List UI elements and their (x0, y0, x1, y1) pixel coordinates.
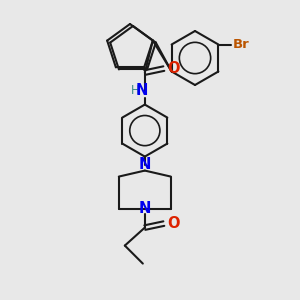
Text: N: N (139, 157, 151, 172)
Text: N: N (139, 201, 151, 216)
Text: H: H (130, 84, 139, 97)
Text: O: O (167, 216, 179, 231)
Text: N: N (136, 83, 148, 98)
Text: Br: Br (232, 38, 249, 51)
Text: O: O (167, 61, 179, 76)
